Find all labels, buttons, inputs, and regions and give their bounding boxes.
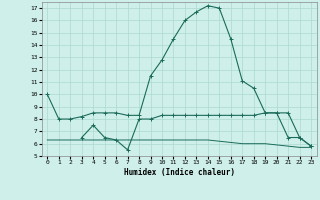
X-axis label: Humidex (Indice chaleur): Humidex (Indice chaleur) — [124, 168, 235, 177]
